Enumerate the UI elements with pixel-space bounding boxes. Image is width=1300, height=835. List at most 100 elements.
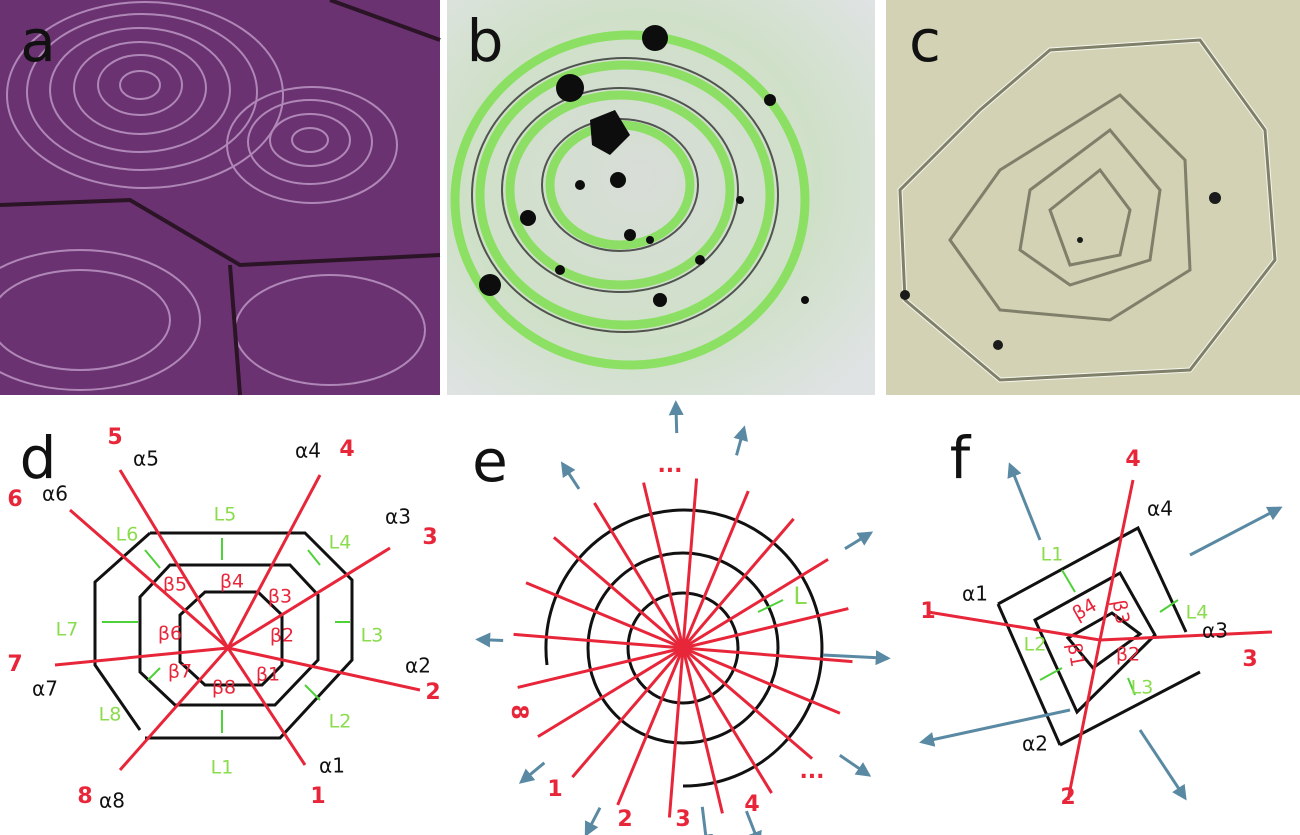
radial-line	[513, 632, 684, 650]
line-number: 5	[107, 425, 122, 450]
panel-label: d	[20, 424, 57, 492]
line-number: 7	[7, 652, 22, 677]
alpha-label: α8	[99, 789, 125, 813]
beta-label: β1	[256, 664, 280, 686]
radial-line	[226, 474, 322, 649]
spacing-label: L2	[1024, 634, 1047, 656]
beta-label: β3	[1108, 598, 1134, 626]
spacing-label: L1	[1041, 544, 1064, 566]
line-number: 3	[675, 807, 690, 832]
micrograph-b	[447, 0, 875, 395]
growth-arrow	[518, 761, 546, 784]
alpha-label: α3	[1202, 619, 1228, 643]
beta-label: β3	[268, 586, 292, 608]
spacing-label: L1	[211, 757, 234, 779]
alpha-label: α2	[1022, 732, 1048, 756]
radial-line	[54, 646, 229, 667]
spacing-label: L6	[116, 524, 139, 546]
growth-arrow	[1138, 729, 1187, 801]
diagram-f-shapes	[996, 525, 1201, 747]
radial-line	[571, 647, 685, 779]
spacing-label: L4	[1186, 602, 1209, 624]
radial-line	[1066, 639, 1102, 801]
radial-line	[642, 482, 685, 649]
spacing-label: L3	[361, 625, 384, 647]
ellipsis: ...	[799, 759, 824, 784]
beta-label: β8	[212, 677, 236, 699]
beta-label: β6	[158, 623, 182, 645]
spacing-label: L3	[1131, 677, 1154, 699]
alpha-label: α2	[405, 654, 431, 678]
radial-line	[667, 647, 685, 818]
growth-arrow	[919, 708, 1071, 747]
radial-line	[927, 610, 1101, 642]
radial-line	[525, 581, 684, 650]
line-number: 3	[1242, 647, 1257, 672]
radial-line	[682, 646, 841, 715]
radial-line	[517, 646, 684, 689]
line-number: 4	[744, 792, 759, 817]
growth-arrow	[745, 810, 762, 835]
growth-arrow	[1189, 506, 1283, 557]
line-number: 2	[617, 807, 632, 832]
line-number: 3	[422, 525, 437, 550]
diagram-e-shapes	[544, 508, 824, 788]
beta-label: β2	[1116, 644, 1140, 666]
radial-line	[227, 546, 391, 650]
beta-label: β2	[270, 625, 294, 647]
growth-arrow	[822, 650, 891, 666]
radial-line	[593, 502, 685, 649]
radial-line	[681, 517, 795, 649]
line-number: 2	[425, 680, 440, 705]
radial-line	[682, 646, 814, 760]
growth-arrow	[844, 531, 874, 550]
growth-arrow	[838, 754, 872, 777]
panel-label: f	[950, 424, 972, 492]
spacing-label: L	[793, 582, 807, 610]
line-number: 2	[1060, 785, 1075, 810]
radial-line	[227, 646, 421, 692]
line-number: 4	[339, 437, 354, 462]
radial-line	[118, 469, 230, 649]
panel-label: c	[909, 7, 941, 75]
radial-line	[681, 647, 773, 794]
micrograph-a	[0, 0, 441, 396]
line-number: 1	[920, 599, 935, 624]
line-number: 1	[547, 777, 562, 802]
alpha-label: α4	[295, 439, 321, 463]
alpha-label: α7	[32, 677, 58, 701]
radial-line	[537, 646, 684, 738]
growth-arrow	[733, 425, 749, 456]
radial-line	[682, 607, 849, 650]
growth-arrow	[698, 806, 714, 835]
line-number: 1	[310, 784, 325, 809]
radial-line	[118, 647, 230, 771]
radial-line	[681, 478, 699, 649]
growth-arrow	[1007, 462, 1042, 541]
alpha-label: α1	[319, 754, 345, 778]
beta-label: β1	[1063, 641, 1089, 669]
panel-label: a	[20, 7, 56, 75]
growth-arrow	[475, 632, 504, 648]
alpha-label: α1	[962, 582, 988, 606]
radial-line	[682, 558, 829, 650]
line-number: 8	[506, 704, 531, 719]
beta-label: β7	[168, 661, 192, 683]
panel-label: b	[467, 7, 504, 75]
radial-line	[616, 647, 685, 806]
radial-line	[681, 647, 724, 814]
alpha-label: α3	[385, 505, 411, 529]
spacing-label: L7	[56, 619, 79, 641]
radial-line	[682, 646, 853, 664]
radial-line	[69, 508, 229, 650]
spacing-label: L2	[329, 711, 352, 733]
radial-line	[1099, 630, 1273, 642]
diagram-d-shapes	[93, 531, 354, 740]
alpha-label: α4	[1147, 497, 1173, 521]
spacing-label: L8	[99, 704, 122, 726]
beta-label: β5	[163, 574, 187, 596]
radial-line	[552, 536, 684, 650]
micrograph-c	[886, 0, 1300, 395]
